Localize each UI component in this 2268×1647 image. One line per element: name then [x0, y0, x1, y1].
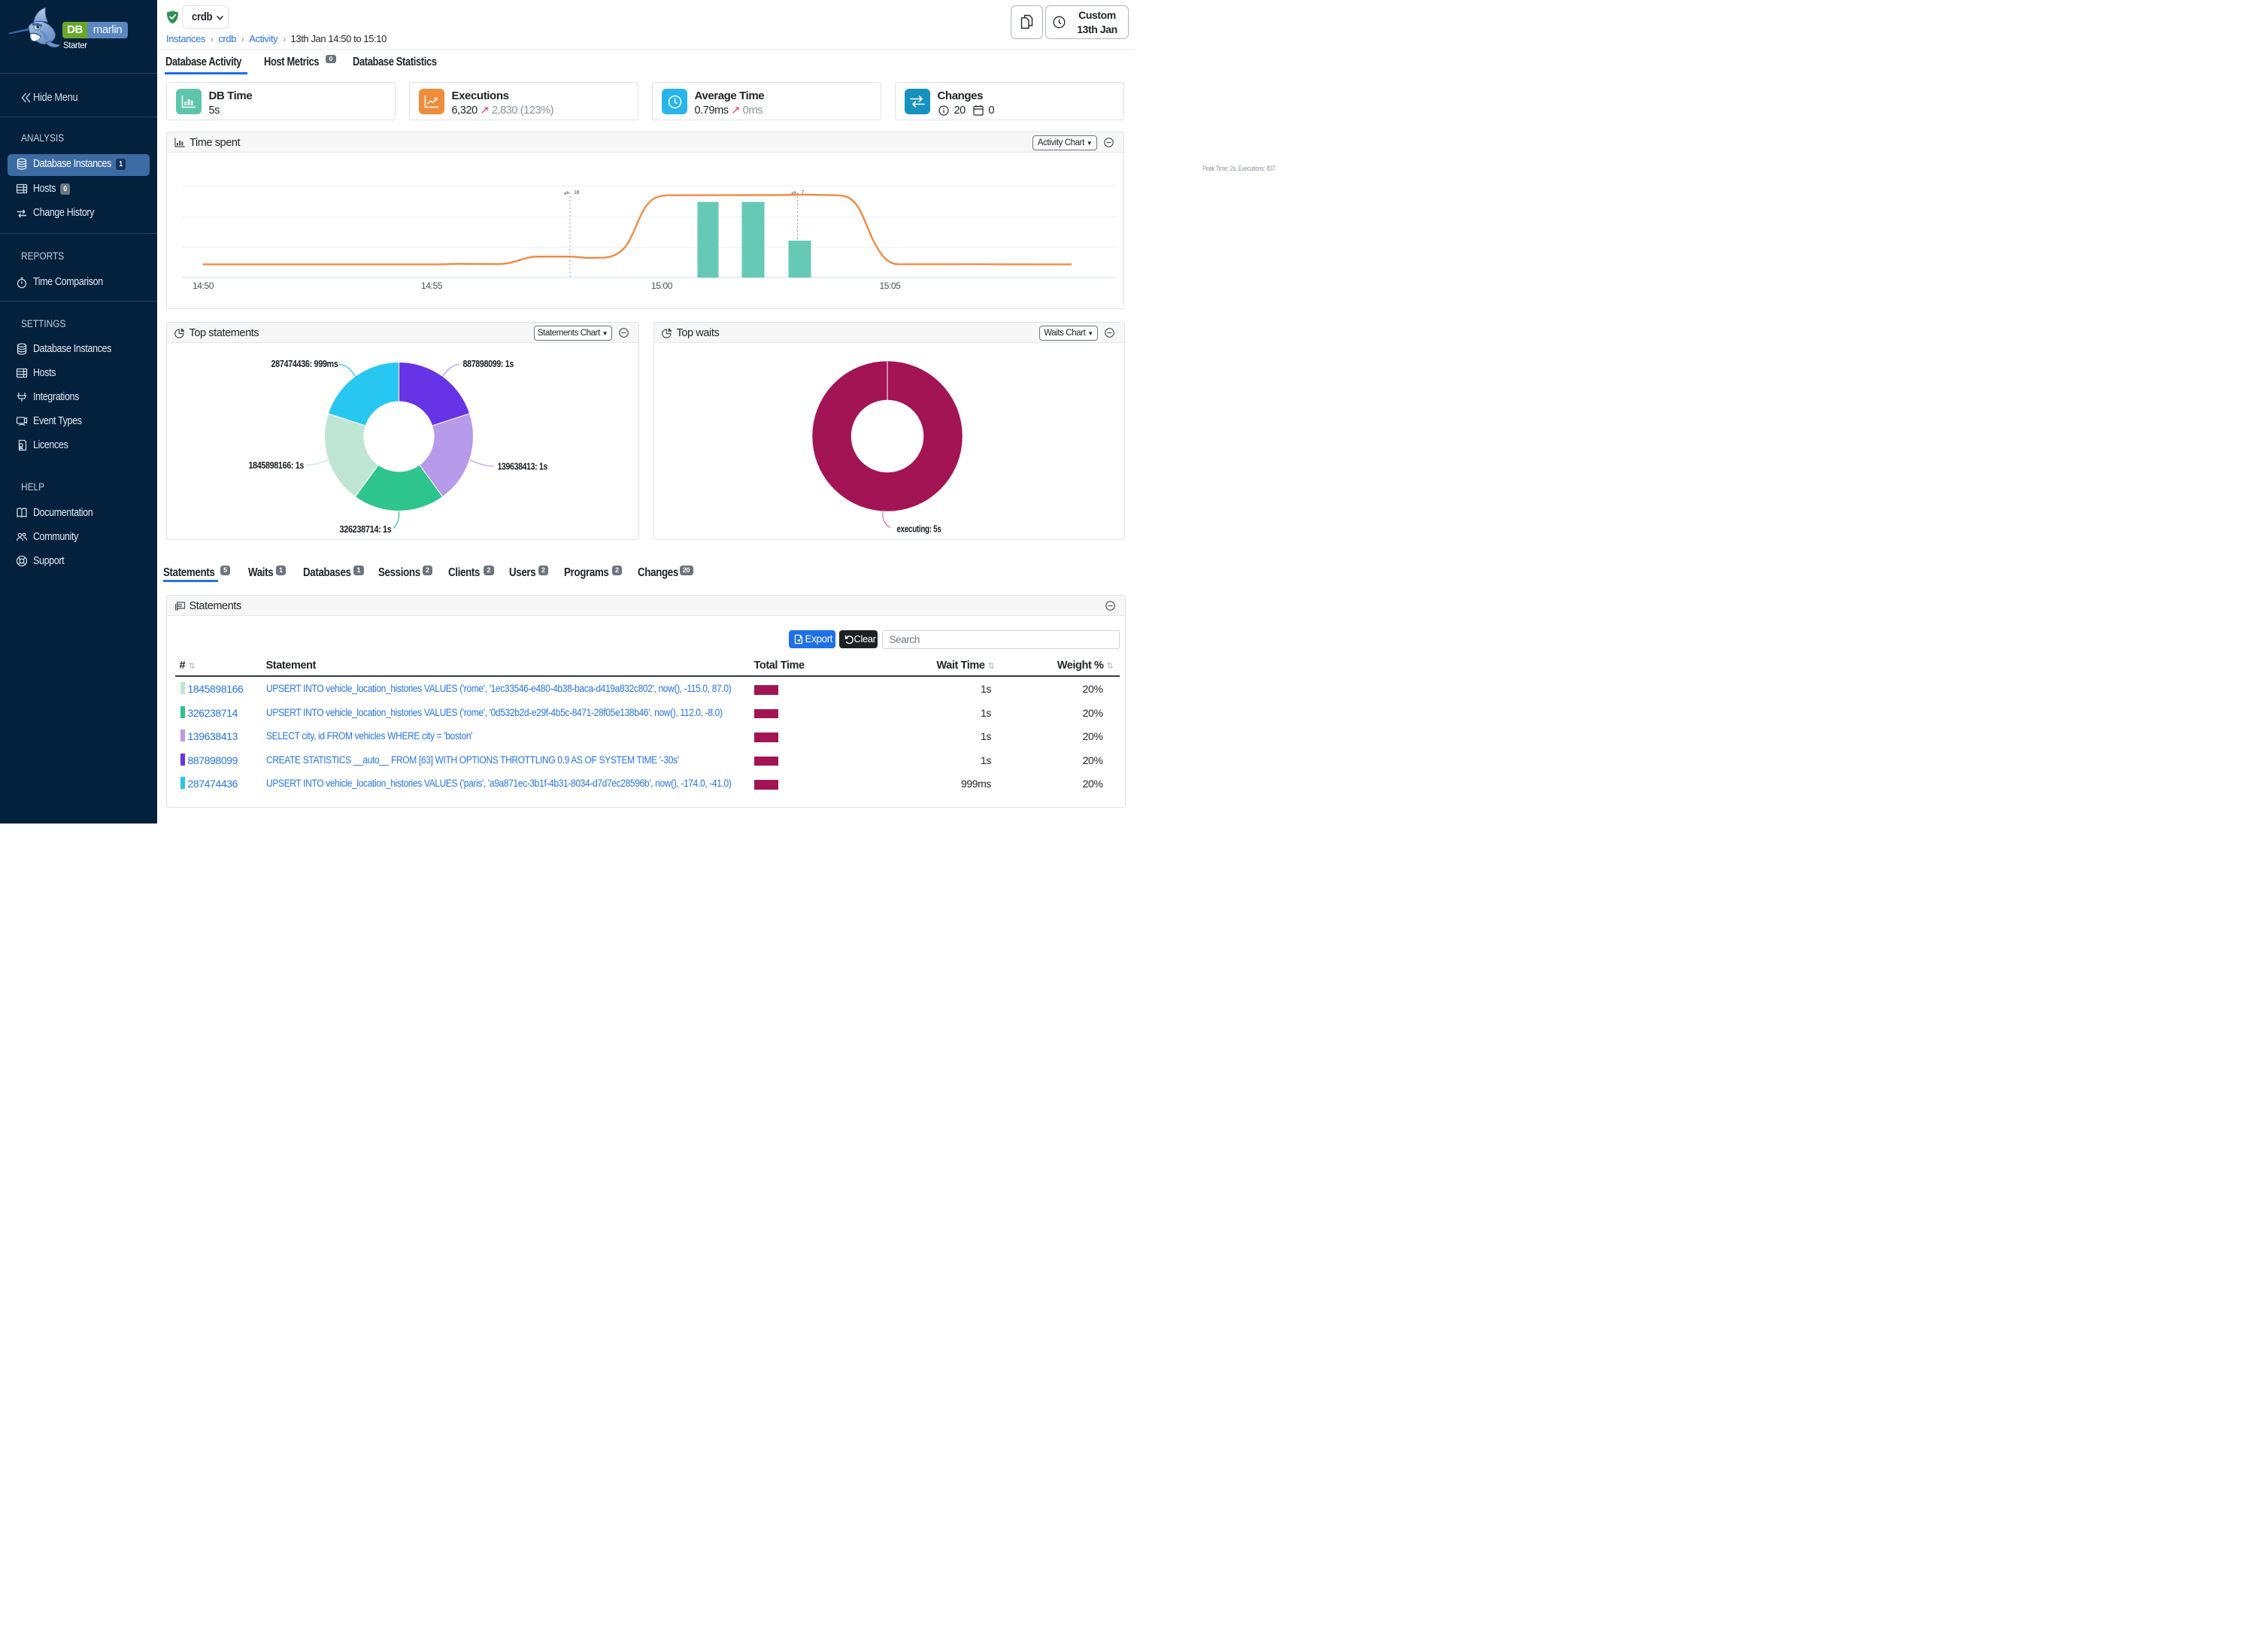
svg-text:1845898166: 1s: 1845898166: 1s [248, 460, 304, 471]
svg-text:14:55: 14:55 [421, 281, 443, 291]
svg-text:139638413: 1s: 139638413: 1s [497, 461, 547, 472]
svg-text:887898099: 1s: 887898099: 1s [462, 358, 514, 369]
svg-text:14:50: 14:50 [193, 281, 214, 291]
svg-text:7: 7 [802, 190, 805, 196]
svg-text:executing: 5s: executing: 5s [896, 523, 941, 535]
svg-text:⇄: ⇄ [564, 190, 569, 196]
svg-text:15:00: 15:00 [651, 281, 673, 291]
svg-text:⇄: ⇄ [791, 190, 796, 196]
svg-text:287474436: 999ms: 287474436: 999ms [271, 358, 338, 369]
svg-text:326238714: 1s: 326238714: 1s [339, 523, 391, 535]
svg-text:18: 18 [574, 190, 579, 196]
svg-text:15:05: 15:05 [879, 281, 901, 291]
